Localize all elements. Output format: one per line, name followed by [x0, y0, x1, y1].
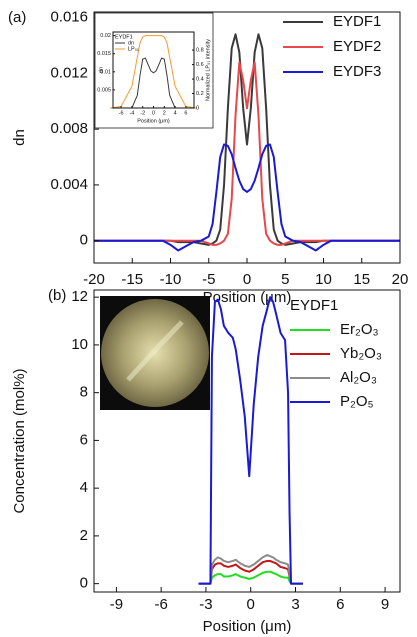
x-tick-label: 0	[152, 110, 155, 116]
y2-tick-label: 0	[196, 105, 199, 111]
y-axis-label: Concentration (mol%)	[11, 368, 28, 513]
x-tick-label: 20	[392, 271, 409, 288]
y-tick-label: 6	[80, 431, 88, 448]
series-line	[110, 57, 197, 109]
x-tick-label: 0	[247, 596, 255, 613]
y-tick-label: 8	[80, 384, 88, 401]
y-tick-label: 12	[71, 288, 88, 305]
x-axis-label: Position (μm)	[137, 118, 170, 124]
chart-panel: -6 -4 -2 0 2 4 6 0.005 0.01 0.015 0.02 0 0.2 0.4 0.6 0.…	[94, 12, 214, 129]
x-axis-label: Position (μm)	[203, 618, 292, 635]
chart-panel: -9 -6 -3 0 3 6 9 0 2 4 6 8 10 12 Position (μm) Concentr…	[11, 287, 401, 635]
x-tick-label: -2	[140, 110, 145, 116]
y-tick-label: 0	[80, 232, 88, 249]
x-tick-label: -5	[202, 271, 215, 288]
x-tick-label: -4	[129, 110, 134, 116]
y-tick-label: 0.016	[50, 9, 88, 26]
legend-label: Al₂O₃	[340, 369, 377, 386]
x-tick-label: -3	[199, 596, 212, 613]
x-tick-label: 6	[184, 110, 187, 116]
x-tick-label: 6	[336, 596, 344, 613]
x-tick-label: 4	[174, 110, 177, 116]
x-tick-label: -6	[119, 110, 124, 116]
legend-label: EYDF2	[333, 38, 381, 55]
series-line	[198, 296, 303, 585]
x-tick-label: -10	[160, 271, 182, 288]
y-axis-label: dn	[11, 129, 28, 146]
x-tick-label: -20	[83, 271, 105, 288]
y2-tick-label: 0.4	[196, 77, 204, 83]
series-line	[94, 143, 400, 252]
legend-label: dn	[128, 40, 134, 46]
panel-label: (b)	[48, 287, 66, 304]
x-tick-label: 10	[315, 271, 332, 288]
x-tick-label: 3	[291, 596, 299, 613]
y-tick-label: 0.005	[97, 87, 111, 93]
plot-frame	[93, 289, 401, 593]
legend-title: EYDF1	[115, 34, 133, 40]
chart-panel: -20 -15 -10 -5 0 5 10 15 2000.0040.0080.0120.016…	[8, 9, 408, 306]
legend-label: P₂O₅	[340, 393, 374, 410]
y-tick-label: 0.004	[50, 176, 88, 193]
legend-label: EYDF1	[333, 13, 381, 30]
x-tick-label: -6	[154, 596, 167, 613]
x-tick-label: 15	[353, 271, 370, 288]
y-tick-label: 0.02	[100, 33, 111, 39]
y-tick-label: 0.012	[50, 64, 88, 81]
legend-label: Yb₂O₃	[340, 345, 382, 362]
y-tick-label: 0.01	[100, 69, 111, 75]
y-tick-label: 0	[80, 575, 88, 592]
x-tick-label: -15	[121, 271, 143, 288]
series-line	[94, 61, 400, 246]
legend-label: Er₂O₃	[340, 321, 379, 338]
legend-label: LP₀₁	[128, 46, 139, 52]
x-tick-label: 0	[243, 271, 251, 288]
x-tick-label: 2	[163, 110, 166, 116]
y-tick-label: 0.015	[97, 51, 111, 57]
series-line	[110, 35, 197, 109]
y-tick-label: 2	[80, 527, 88, 544]
y2-axis-label: Normalized LP₀₁ intensity	[205, 39, 211, 101]
panel-label: (a)	[8, 9, 26, 26]
y-tick-label: 10	[71, 336, 88, 353]
x-tick-label: 9	[381, 596, 389, 613]
x-tick-label: -9	[110, 596, 123, 613]
y2-tick-label: 0.6	[196, 62, 204, 68]
y2-tick-label: 0.8	[196, 48, 204, 54]
y2-tick-label: 0.2	[196, 91, 204, 97]
y-tick-label: 0.008	[50, 120, 88, 137]
series-line	[198, 559, 303, 585]
series-line	[198, 554, 303, 585]
y-axis-label: dn	[98, 67, 104, 73]
series-line	[198, 570, 303, 585]
y-tick-label: 4	[80, 479, 88, 496]
x-axis-label: Position (μm)	[203, 289, 292, 306]
fiber-photo-highlight	[126, 320, 184, 382]
legend-label: EYDF3	[333, 63, 381, 80]
legend-title: EYDF1	[290, 297, 338, 314]
x-tick-label: 5	[281, 271, 289, 288]
